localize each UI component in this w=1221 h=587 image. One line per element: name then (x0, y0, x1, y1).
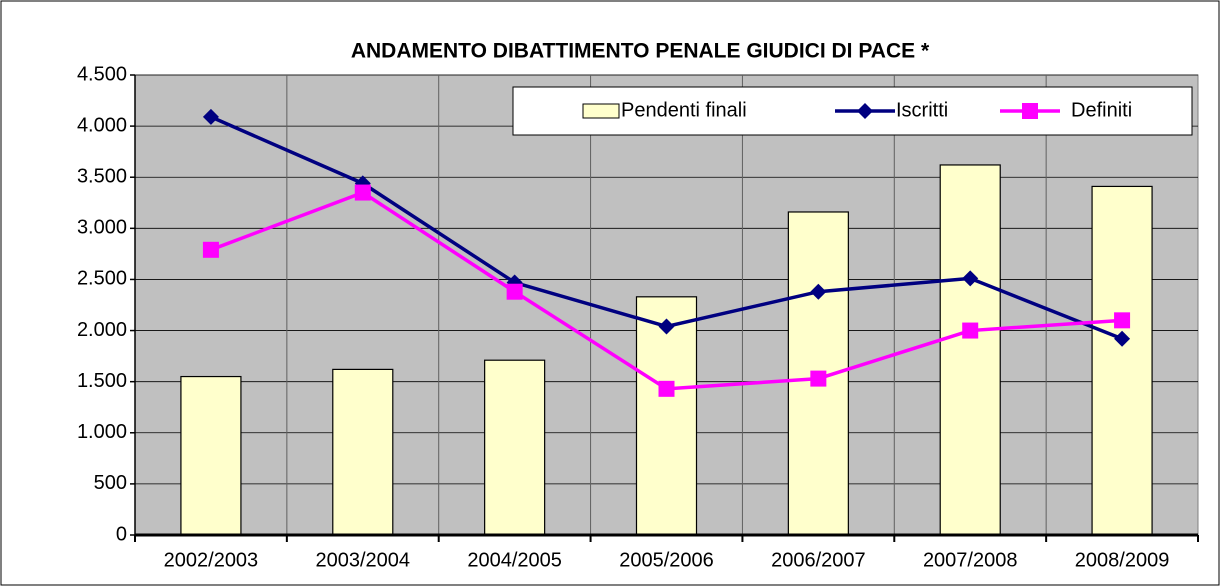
x-tick-label: 2008/2009 (1075, 549, 1170, 571)
legend-marker (857, 103, 873, 119)
x-tick-label: 2003/2004 (316, 549, 411, 571)
y-tick-label: 1.500 (77, 370, 127, 392)
marker (810, 283, 827, 300)
x-tick-label: 2007/2008 (923, 549, 1018, 571)
x-tick-label: 2004/2005 (467, 549, 562, 571)
y-tick-label: 3.500 (77, 166, 127, 188)
x-tick-label: 2002/2003 (164, 549, 259, 571)
y-tick-label: 0 (116, 523, 127, 545)
marker (962, 322, 979, 339)
marker (658, 318, 675, 335)
y-tick-label: 4.000 (77, 114, 127, 136)
marker (354, 184, 371, 201)
x-tick-label: 2005/2006 (619, 549, 714, 571)
marker (1114, 330, 1131, 347)
bar (332, 368, 394, 536)
marker (810, 370, 827, 387)
y-tick-label: 2.000 (77, 319, 127, 341)
y-tick-label: 500 (94, 472, 127, 494)
legend-label: Pendenti finali (621, 99, 747, 121)
x-tick-label: 2006/2007 (771, 549, 866, 571)
bar (939, 164, 1001, 536)
marker (202, 241, 219, 258)
marker (202, 108, 219, 125)
bar (635, 296, 698, 536)
legend-swatch (582, 103, 620, 119)
legend-label: Iscritti (896, 99, 948, 121)
marker (1114, 312, 1131, 329)
marker (506, 283, 523, 300)
marker (658, 380, 675, 397)
bar (1091, 185, 1153, 536)
bar (180, 375, 242, 536)
bar (484, 359, 546, 536)
legend-label: Definiti (1071, 99, 1132, 121)
y-tick-label: 3.000 (77, 217, 127, 239)
y-tick-label: 4.500 (77, 63, 127, 85)
legend-marker (1022, 103, 1038, 119)
y-tick-label: 2.500 (77, 268, 127, 290)
chart-title: ANDAMENTO DIBATTIMENTO PENALE GIUDICI DI… (351, 40, 930, 63)
marker (962, 270, 979, 287)
y-tick-label: 1.000 (77, 421, 127, 443)
